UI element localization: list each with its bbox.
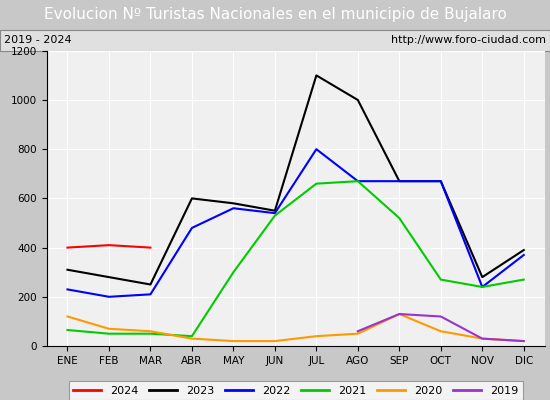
Text: 2019 - 2024: 2019 - 2024 — [4, 35, 72, 45]
Legend: 2024, 2023, 2022, 2021, 2020, 2019: 2024, 2023, 2022, 2021, 2020, 2019 — [69, 382, 522, 400]
Text: http://www.foro-ciudad.com: http://www.foro-ciudad.com — [390, 35, 546, 45]
Text: Evolucion Nº Turistas Nacionales en el municipio de Bujalaro: Evolucion Nº Turistas Nacionales en el m… — [43, 8, 507, 22]
